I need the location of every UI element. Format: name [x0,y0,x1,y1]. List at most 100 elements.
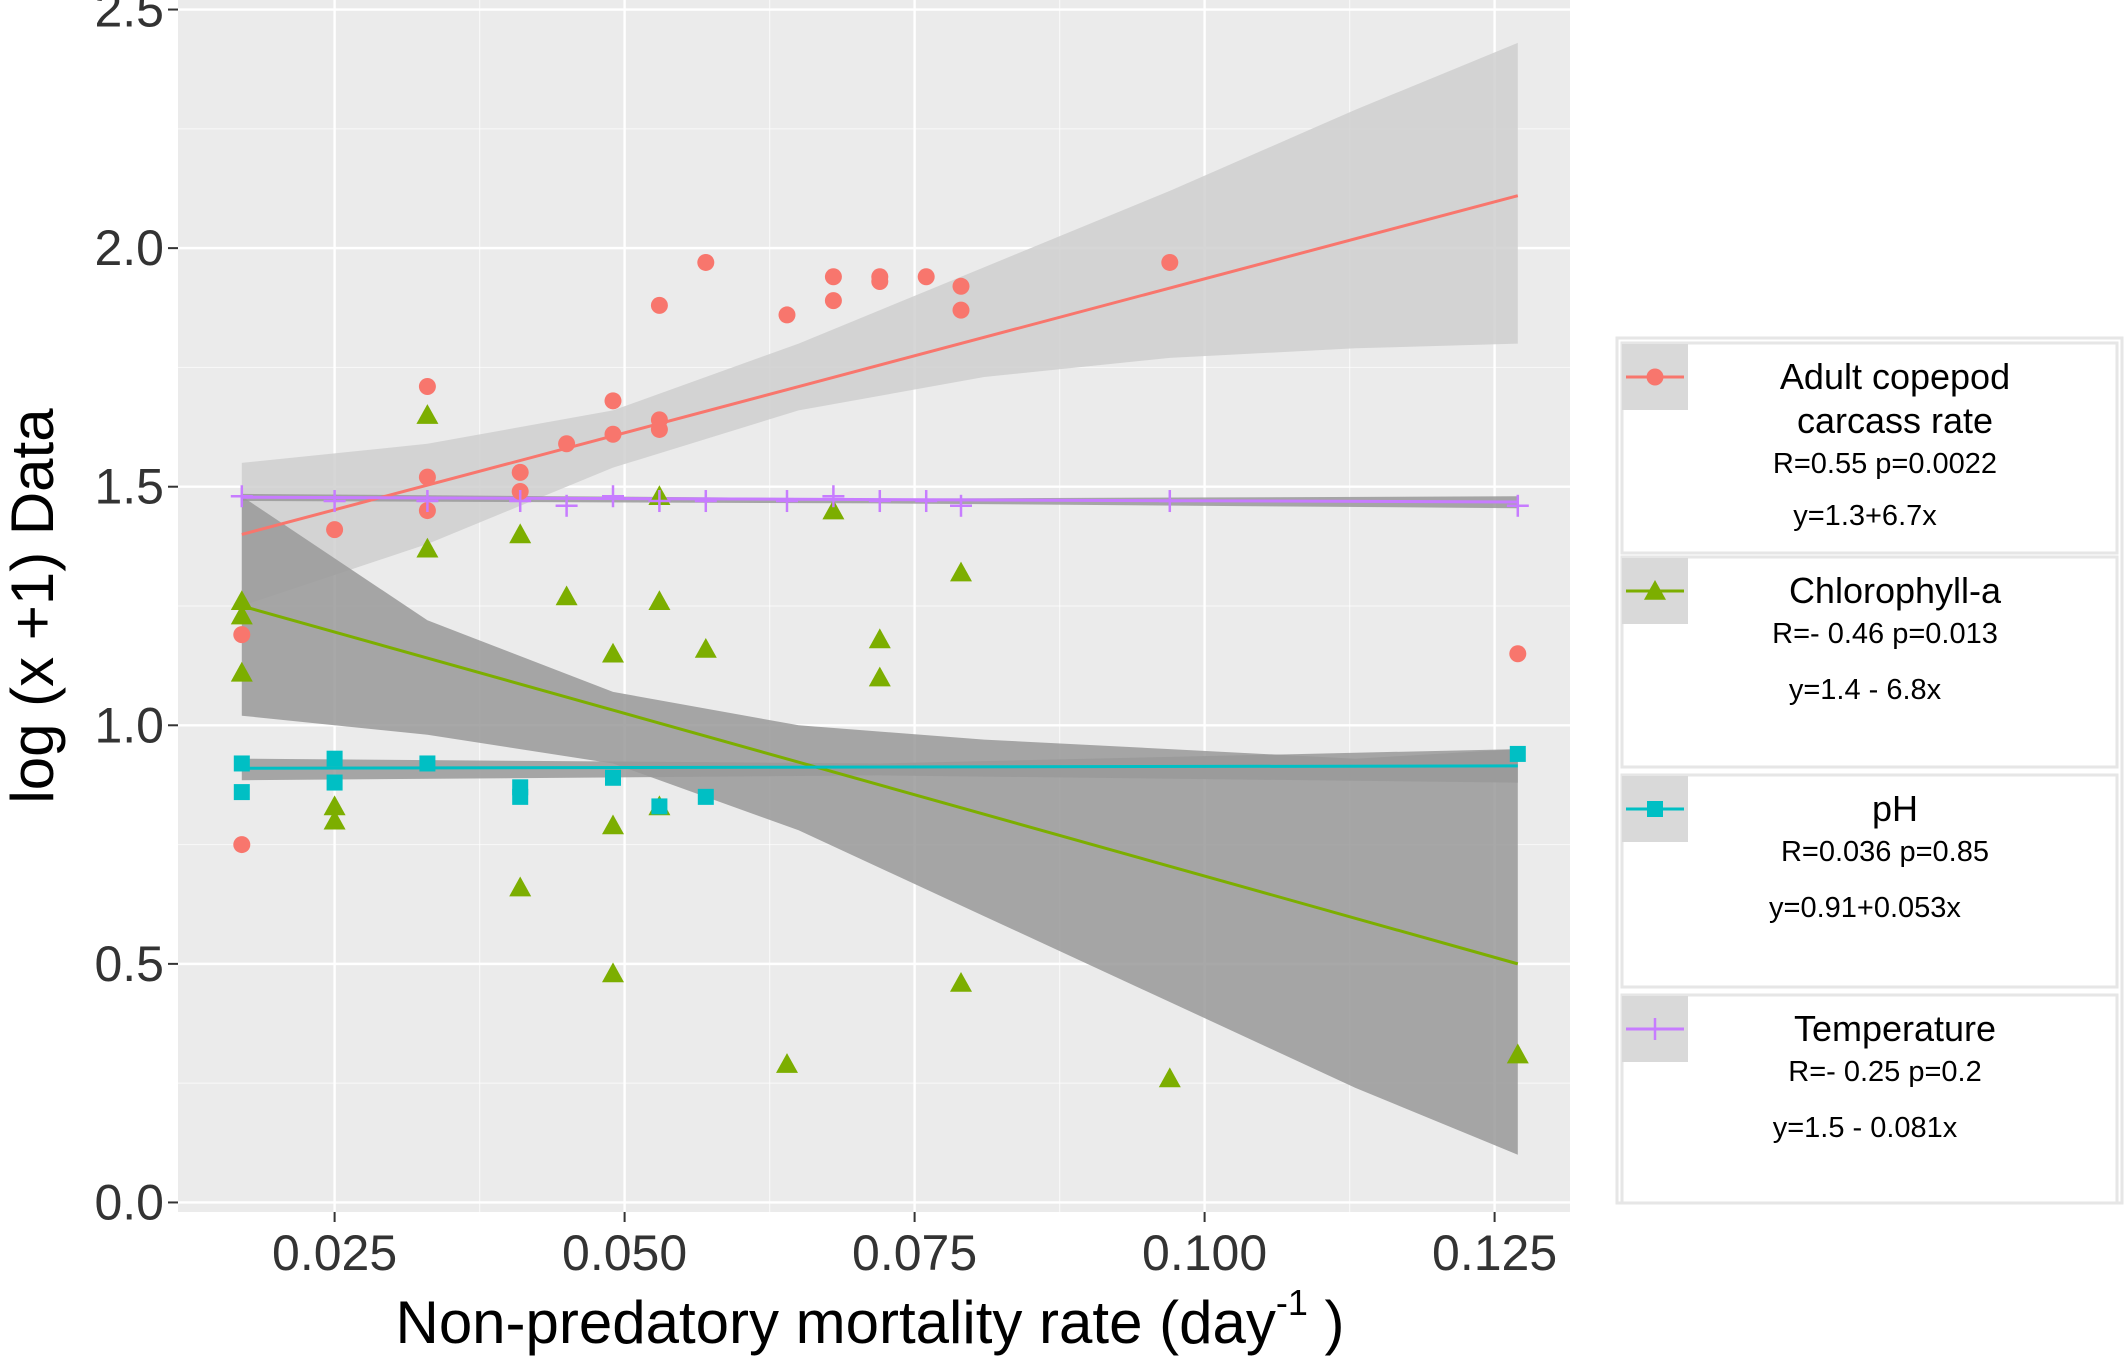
data-point [326,774,343,791]
x-axis-title: Non-predatory mortality rate (day-1 ) [395,1282,1344,1356]
y-tick-label: 2.0 [94,220,164,276]
data-point [950,561,972,582]
legend-stat-r: R=0.55 p=0.0022 [1773,448,1997,480]
legend-entry-box [1620,341,2119,555]
x-axis-title-superscript: -1 [1276,1282,1308,1323]
x-tick-label: 0.100 [1142,1225,1267,1281]
data-point [326,750,343,767]
data-point [822,485,845,508]
data-point [648,490,671,513]
data-point [230,604,253,625]
data-point [512,788,529,805]
x-axis-title-close: ) [1308,1289,1345,1356]
data-point [697,788,714,805]
data-point [604,425,622,443]
data-point [604,392,622,410]
data-point [602,642,624,663]
confidence-band [241,42,1518,606]
data-point [416,490,439,513]
data-point [1158,1067,1181,1088]
data-point [1161,253,1179,271]
data-point [915,490,938,513]
data-point [555,494,578,517]
data-point [326,521,344,539]
data-point [509,523,532,544]
axis-ticks: 0.025 0.050 0.075 0.100 0.125 0.0 0.5 1.0 1.5 2.0… [94,0,1557,1281]
data-point [950,494,972,517]
data-point [416,404,439,424]
data-point [1509,645,1527,663]
x-axis-title-main: Non-predatory mortality rate (day [395,1289,1275,1356]
data-point [1509,745,1526,762]
confidence-band [241,496,1518,1155]
fit-line [241,604,1519,966]
data-point [694,490,717,513]
data-point [509,490,532,513]
data-point [868,666,891,687]
data-point [917,268,935,286]
y-tick-label: 1.5 [94,459,164,515]
data-point [233,755,250,772]
data-point [650,296,668,314]
x-tick-label: 0.075 [852,1225,977,1281]
legend-series-name: Chlorophyll-a [1789,570,2002,611]
data-point [233,626,251,644]
data-point [602,814,624,835]
y-tick-label: 1.0 [94,697,164,753]
legend-key-marker [1644,580,1666,600]
data-point [822,499,845,520]
x-tick-label: 0.125 [1432,1225,1557,1281]
legend-entry-box [1620,993,2119,1205]
data-point [950,971,972,992]
legend-stat-r: R=0.036 p=0.85 [1781,836,1989,868]
y-tick-label: 2.5 [94,0,164,38]
data-point [694,637,717,658]
data-point [824,292,842,310]
data-point [824,268,842,286]
data-point [419,755,436,772]
legend-stat-r: R=- 0.25 p=0.2 [1788,1056,1981,1088]
data-point [230,590,253,611]
x-tick-label: 0.050 [562,1225,687,1281]
legend-series-name: carcass rate [1797,400,1993,441]
data-point [558,435,576,453]
data-point [511,463,529,481]
fit-line [241,764,1518,770]
y-tick-label: 0.0 [94,1174,164,1230]
data-point [871,273,889,291]
data-point [1506,494,1529,517]
data-point [602,962,624,983]
fit-line [241,194,1519,536]
data-point [648,590,671,611]
data-point [418,378,436,396]
legend-stat-equation: y=1.5 - 0.081x [1773,1112,1958,1144]
data-point [952,301,970,319]
legend-series-name: Adult copepod [1780,356,2010,397]
data-point [233,784,250,801]
data-point [230,485,253,508]
y-axis-title: log (x +1) Data [0,408,66,804]
data-point [416,537,439,558]
legend-key-marker [1647,801,1663,817]
data-point [952,277,970,295]
data-point [776,1053,798,1073]
data-points [230,253,1529,1088]
legend-stat-r: R=- 0.46 p=0.013 [1772,618,1998,650]
legend-stat-equation: y=1.3+6.7x [1793,500,1937,532]
y-tick-label: 0.5 [94,936,164,992]
legend-series-name: pH [1872,788,1918,829]
data-point [868,628,891,649]
data-point [650,420,668,438]
legend-entry-box [1620,773,2119,989]
data-point [778,306,796,324]
data-point [555,585,578,606]
data-point [323,809,346,830]
legend-series-name: Temperature [1794,1008,1996,1049]
data-point [233,836,251,854]
legend-stat-equation: y=1.4 - 6.8x [1789,674,1942,706]
data-point [651,798,668,815]
data-point [1506,1043,1529,1064]
data-point [776,490,798,513]
